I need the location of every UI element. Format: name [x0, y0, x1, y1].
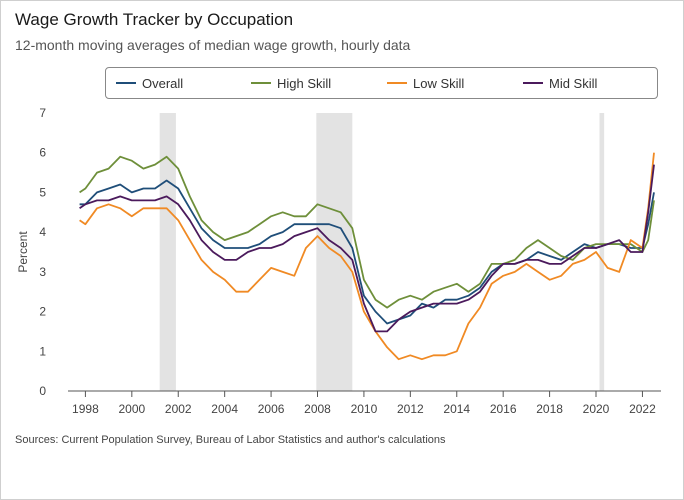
- legend-swatch-overall: [116, 82, 136, 84]
- x-tick-label-2022: 2022: [629, 402, 656, 416]
- x-tick-label-2014: 2014: [443, 402, 470, 416]
- legend-label-high-skill: High Skill: [277, 75, 332, 91]
- x-tick-label-2018: 2018: [536, 402, 563, 416]
- y-tick-label-7: 7: [39, 106, 46, 120]
- x-tick-label-2006: 2006: [258, 402, 285, 416]
- series-line-high-skill: [79, 155, 655, 309]
- legend: Overall High Skill Low Skill Mid Skill: [105, 67, 658, 99]
- x-tick-label-2004: 2004: [211, 402, 238, 416]
- x-tick-label-2020: 2020: [583, 402, 610, 416]
- legend-item-overall[interactable]: Overall: [116, 68, 183, 98]
- legend-label-low-skill: Low Skill: [413, 75, 465, 91]
- legend-swatch-high-skill: [251, 82, 271, 84]
- legend-label-overall: Overall: [142, 75, 184, 91]
- series-line-low-skill: [79, 152, 655, 361]
- legend-label-mid-skill: Mid Skill: [549, 75, 598, 91]
- recession-band-0: [159, 113, 176, 391]
- y-tick-label-1: 1: [39, 344, 46, 358]
- line-chart: 0 1 2 3 4 5 6 7 1998 2000 2002 2004 2006 2008 2010 2012…: [16, 106, 661, 416]
- chart-title: Wage Growth Tracker by Occupation: [15, 10, 294, 29]
- x-tick-label-2016: 2016: [490, 402, 517, 416]
- x-tick-label-2008: 2008: [304, 402, 331, 416]
- y-axis-title: Percent: [16, 231, 30, 273]
- x-tick-label-2012: 2012: [397, 402, 424, 416]
- recession-band-2: [599, 113, 605, 391]
- legend-swatch-low-skill: [387, 82, 407, 84]
- chart-subtitle: 12-month moving averages of median wage …: [15, 37, 411, 53]
- legend-item-high-skill[interactable]: High Skill: [251, 68, 331, 98]
- legend-item-mid-skill[interactable]: Mid Skill: [523, 68, 597, 98]
- y-tick-label-0: 0: [39, 384, 46, 398]
- y-tick-label-3: 3: [39, 265, 46, 279]
- x-tick-label-2000: 2000: [118, 402, 145, 416]
- y-tick-label-6: 6: [39, 146, 46, 160]
- x-tick-label-2002: 2002: [165, 402, 192, 416]
- legend-item-low-skill[interactable]: Low Skill: [387, 68, 464, 98]
- axes: 0 1 2 3 4 5 6 7 1998 2000 2002 2004 2006 2008 2010 2012…: [39, 106, 661, 416]
- series-lines: [79, 152, 655, 361]
- y-tick-label-4: 4: [39, 225, 46, 239]
- source-note: Sources: Current Population Survey, Bure…: [15, 434, 446, 446]
- x-tick-label-1998: 1998: [72, 402, 99, 416]
- y-tick-label-2: 2: [39, 305, 46, 319]
- legend-swatch-mid-skill: [523, 82, 543, 84]
- y-tick-label-5: 5: [39, 185, 46, 199]
- series-line-overall: [79, 179, 655, 325]
- series-line-mid-skill: [79, 164, 655, 333]
- x-tick-label-2010: 2010: [351, 402, 378, 416]
